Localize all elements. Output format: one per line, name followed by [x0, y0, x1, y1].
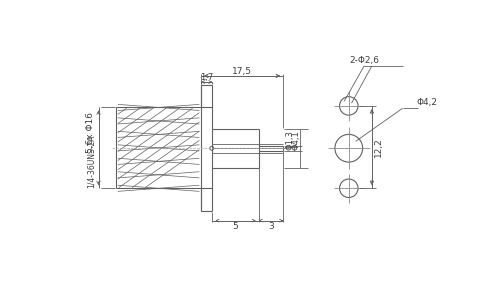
Text: Φ4,2: Φ4,2 [417, 98, 438, 107]
Text: 17,5: 17,5 [232, 67, 252, 76]
Text: 1,7: 1,7 [200, 73, 213, 82]
Text: 12,2: 12,2 [374, 137, 383, 157]
Text: Φ1,3: Φ1,3 [286, 131, 295, 150]
Text: 5,6x Φ16: 5,6x Φ16 [86, 112, 95, 153]
Text: 1/4-36UNS-2A: 1/4-36UNS-2A [86, 135, 95, 188]
Text: Φ4,1: Φ4,1 [292, 131, 301, 150]
Text: 2-Φ2,6: 2-Φ2,6 [349, 56, 379, 65]
Text: 5: 5 [232, 221, 238, 231]
Text: 3: 3 [268, 221, 274, 231]
